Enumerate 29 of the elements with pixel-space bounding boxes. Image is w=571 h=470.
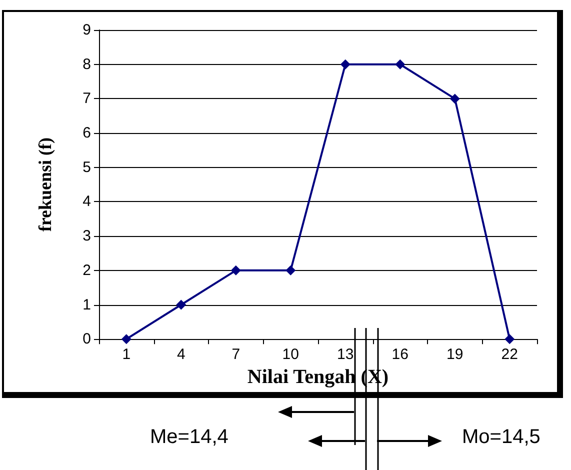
x-tick-label: 19 xyxy=(446,346,464,364)
y-tick-label: 6 xyxy=(82,124,91,142)
x-tick-label: 13 xyxy=(337,346,354,364)
point xyxy=(340,59,350,70)
point xyxy=(121,334,132,344)
point xyxy=(450,94,460,104)
point xyxy=(395,59,406,70)
point xyxy=(504,334,515,344)
y-tick-label: 7 xyxy=(82,90,91,108)
x-tick-label: 22 xyxy=(501,346,518,364)
y-tick-label: 0 xyxy=(82,330,91,348)
y-tick-label: 4 xyxy=(82,193,91,210)
y-tick-label: 9 xyxy=(82,22,91,38)
y-tick-label: 1 xyxy=(82,296,91,314)
y-tick-label: 5 xyxy=(82,158,91,176)
point xyxy=(286,265,296,276)
y-axis-title: frekuensi (f) xyxy=(35,137,55,232)
y-tick-label: 2 xyxy=(82,262,91,279)
y-tick-label: 3 xyxy=(82,228,91,245)
x-tick-label: 4 xyxy=(176,346,186,364)
x-tick-label: 7 xyxy=(232,346,240,364)
x-tick-label: 16 xyxy=(392,346,408,364)
y-tick-label: 8 xyxy=(82,56,91,73)
point xyxy=(230,265,241,276)
point xyxy=(176,300,186,310)
x-tick-label: 1 xyxy=(122,346,131,364)
x-tick-label: 10 xyxy=(282,346,299,364)
text: Mo=14,5 xyxy=(462,426,540,449)
text: Me=14,4 xyxy=(150,426,228,449)
